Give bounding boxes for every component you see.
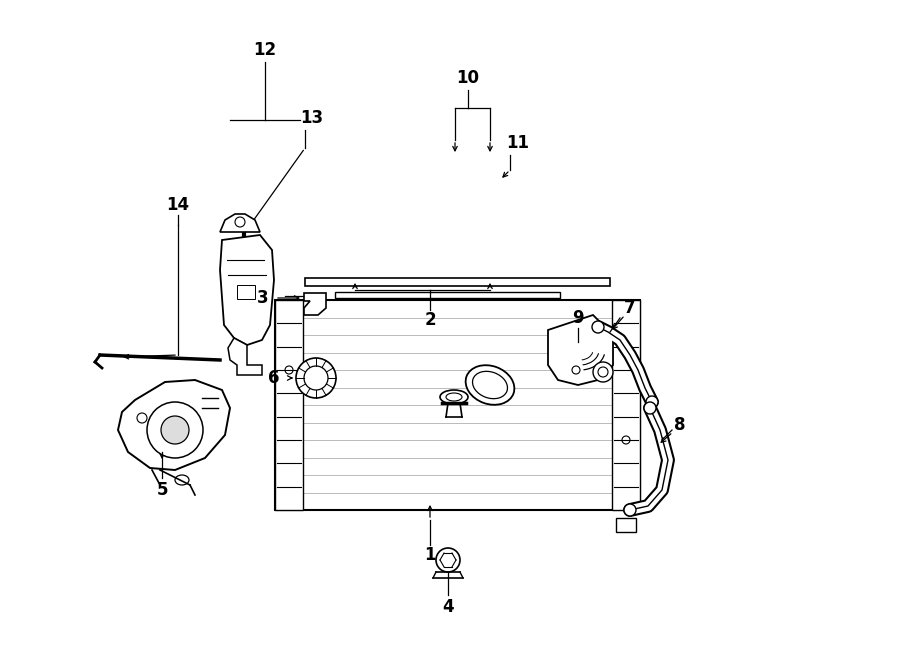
Polygon shape xyxy=(220,235,274,345)
Circle shape xyxy=(296,358,336,398)
Circle shape xyxy=(592,321,604,333)
Ellipse shape xyxy=(465,366,515,405)
Polygon shape xyxy=(304,293,326,315)
Bar xyxy=(612,300,640,510)
Circle shape xyxy=(147,402,203,458)
Text: 12: 12 xyxy=(254,41,276,59)
Polygon shape xyxy=(118,380,230,470)
Text: 10: 10 xyxy=(456,69,480,87)
Text: 6: 6 xyxy=(268,369,280,387)
Text: 2: 2 xyxy=(424,311,436,329)
Polygon shape xyxy=(548,315,613,385)
Bar xyxy=(275,300,303,510)
Text: 3: 3 xyxy=(257,289,269,307)
Text: 5: 5 xyxy=(157,481,167,499)
Bar xyxy=(275,300,640,510)
Bar xyxy=(616,518,636,532)
Bar xyxy=(335,292,560,298)
Circle shape xyxy=(436,548,460,572)
Circle shape xyxy=(593,362,613,382)
Bar xyxy=(305,278,610,286)
Text: 13: 13 xyxy=(301,109,324,127)
Circle shape xyxy=(646,396,658,408)
Text: 7: 7 xyxy=(625,299,635,317)
Circle shape xyxy=(161,416,189,444)
Polygon shape xyxy=(228,338,262,375)
Circle shape xyxy=(624,504,636,516)
Bar xyxy=(237,285,255,299)
Text: 8: 8 xyxy=(674,416,686,434)
Text: 9: 9 xyxy=(572,309,584,327)
Text: 11: 11 xyxy=(507,134,529,152)
Text: 4: 4 xyxy=(442,598,454,616)
Polygon shape xyxy=(220,214,260,232)
Text: 14: 14 xyxy=(166,196,190,214)
Ellipse shape xyxy=(440,390,468,404)
Circle shape xyxy=(644,402,656,414)
Text: 1: 1 xyxy=(424,546,436,564)
